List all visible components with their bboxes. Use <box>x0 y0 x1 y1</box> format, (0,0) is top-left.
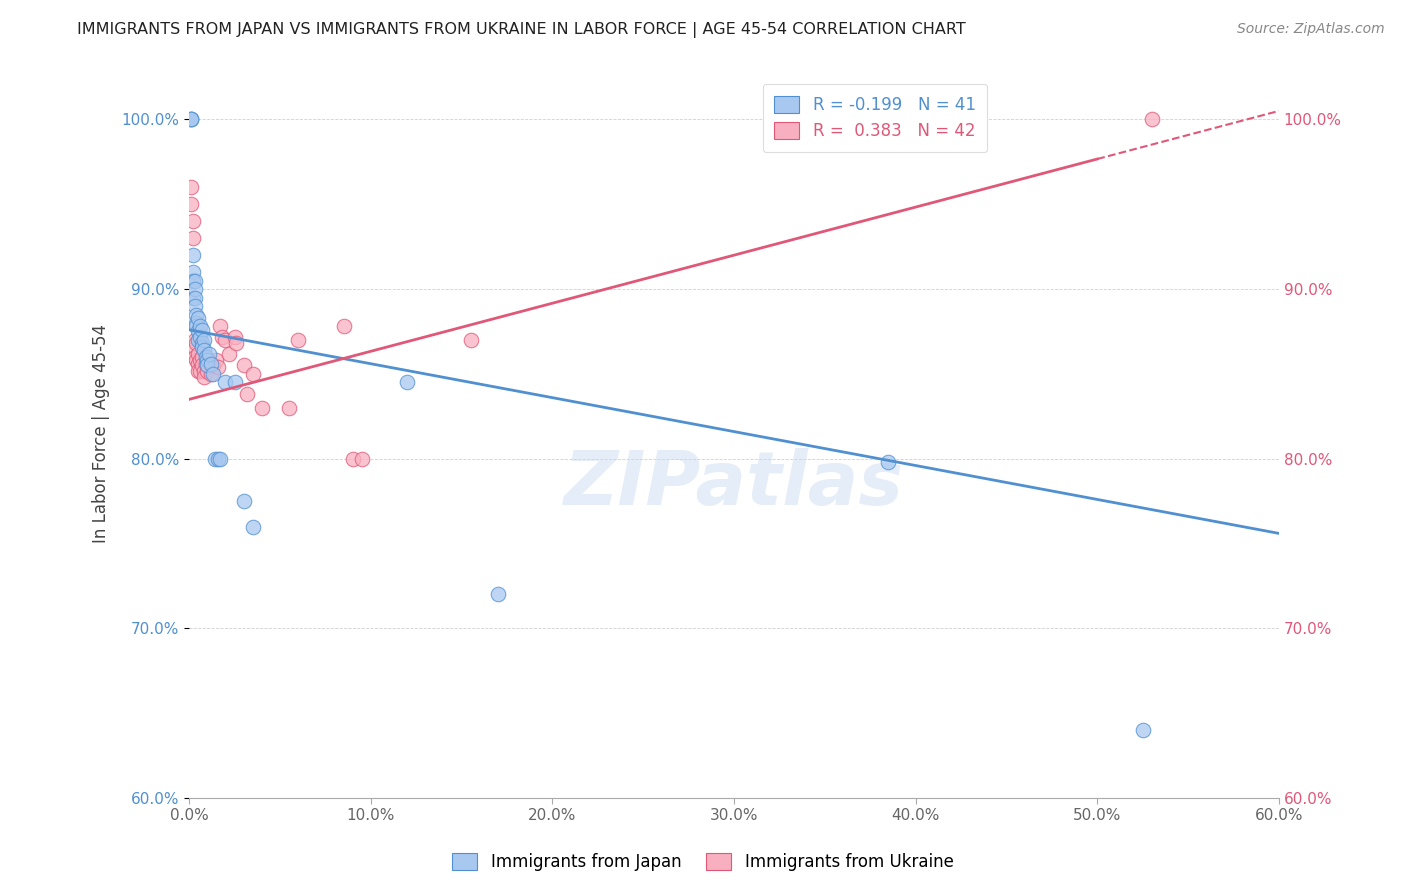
Point <box>205 353 228 368</box>
Point <box>342 451 364 466</box>
Point <box>214 333 236 347</box>
Point <box>194 350 217 364</box>
Point <box>207 360 229 375</box>
Point <box>193 333 215 347</box>
Point <box>396 376 419 390</box>
Legend: R = -0.199   N = 41, R =  0.383   N = 42: R = -0.199 N = 41, R = 0.383 N = 42 <box>762 84 987 153</box>
Point <box>181 265 204 279</box>
Point <box>187 333 209 347</box>
Legend: Immigrants from Japan, Immigrants from Ukraine: Immigrants from Japan, Immigrants from U… <box>444 845 962 880</box>
Point <box>183 342 205 356</box>
Point <box>218 346 240 360</box>
Point <box>332 319 354 334</box>
Point <box>180 180 202 194</box>
Point <box>186 316 208 330</box>
Point <box>198 346 221 360</box>
Point <box>242 519 264 533</box>
Point <box>204 451 226 466</box>
Point <box>287 333 309 347</box>
Point <box>201 367 224 381</box>
Point <box>209 451 232 466</box>
Point <box>187 363 209 377</box>
Point <box>180 112 202 127</box>
Point <box>211 329 233 343</box>
Point <box>236 387 259 401</box>
Point <box>188 319 211 334</box>
Point <box>191 359 214 373</box>
Point <box>250 401 273 415</box>
Point <box>186 319 208 334</box>
Point <box>180 112 202 127</box>
Y-axis label: In Labor Force | Age 45-54: In Labor Force | Age 45-54 <box>93 324 110 543</box>
Point <box>186 353 208 368</box>
Point <box>183 333 205 347</box>
Point <box>183 350 205 364</box>
Point <box>191 323 214 337</box>
Point <box>198 353 221 368</box>
Point <box>207 451 229 466</box>
Point <box>191 336 214 351</box>
Point <box>187 325 209 339</box>
Point <box>877 455 900 469</box>
Point <box>191 350 214 364</box>
Point <box>1132 723 1154 738</box>
Point <box>191 340 214 354</box>
Point <box>201 359 224 373</box>
Point <box>181 214 204 228</box>
Point <box>195 353 218 368</box>
Point <box>181 274 204 288</box>
Text: IMMIGRANTS FROM JAPAN VS IMMIGRANTS FROM UKRAINE IN LABOR FORCE | AGE 45-54 CORR: IMMIGRANTS FROM JAPAN VS IMMIGRANTS FROM… <box>77 22 966 38</box>
Point <box>181 248 204 262</box>
Point <box>183 291 205 305</box>
Point <box>200 357 222 371</box>
Point <box>278 401 301 415</box>
Point <box>187 310 209 325</box>
Point <box>180 112 202 127</box>
Point <box>486 587 509 601</box>
Point <box>232 494 254 508</box>
Point <box>193 343 215 358</box>
Point <box>187 357 209 371</box>
Point <box>188 353 211 368</box>
Point <box>187 346 209 360</box>
Point <box>225 336 247 351</box>
Point <box>195 363 218 377</box>
Point <box>183 282 205 296</box>
Point <box>181 291 204 305</box>
Point <box>181 231 204 245</box>
Point <box>242 367 264 381</box>
Text: ZIPatlas: ZIPatlas <box>564 448 904 521</box>
Point <box>195 359 218 373</box>
Point <box>186 336 208 351</box>
Point <box>350 451 373 466</box>
Point <box>183 299 205 313</box>
Point <box>209 319 232 334</box>
Point <box>232 359 254 373</box>
Point <box>183 274 205 288</box>
Point <box>188 363 211 377</box>
Point <box>214 376 236 390</box>
Point <box>200 367 222 381</box>
Text: Source: ZipAtlas.com: Source: ZipAtlas.com <box>1237 22 1385 37</box>
Point <box>1140 112 1163 127</box>
Point <box>180 197 202 211</box>
Point <box>193 370 215 384</box>
Point <box>193 363 215 377</box>
Point <box>224 376 246 390</box>
Point <box>188 329 211 343</box>
Point <box>460 333 482 347</box>
Point <box>186 308 208 322</box>
Point <box>224 329 246 343</box>
Point <box>194 357 217 371</box>
